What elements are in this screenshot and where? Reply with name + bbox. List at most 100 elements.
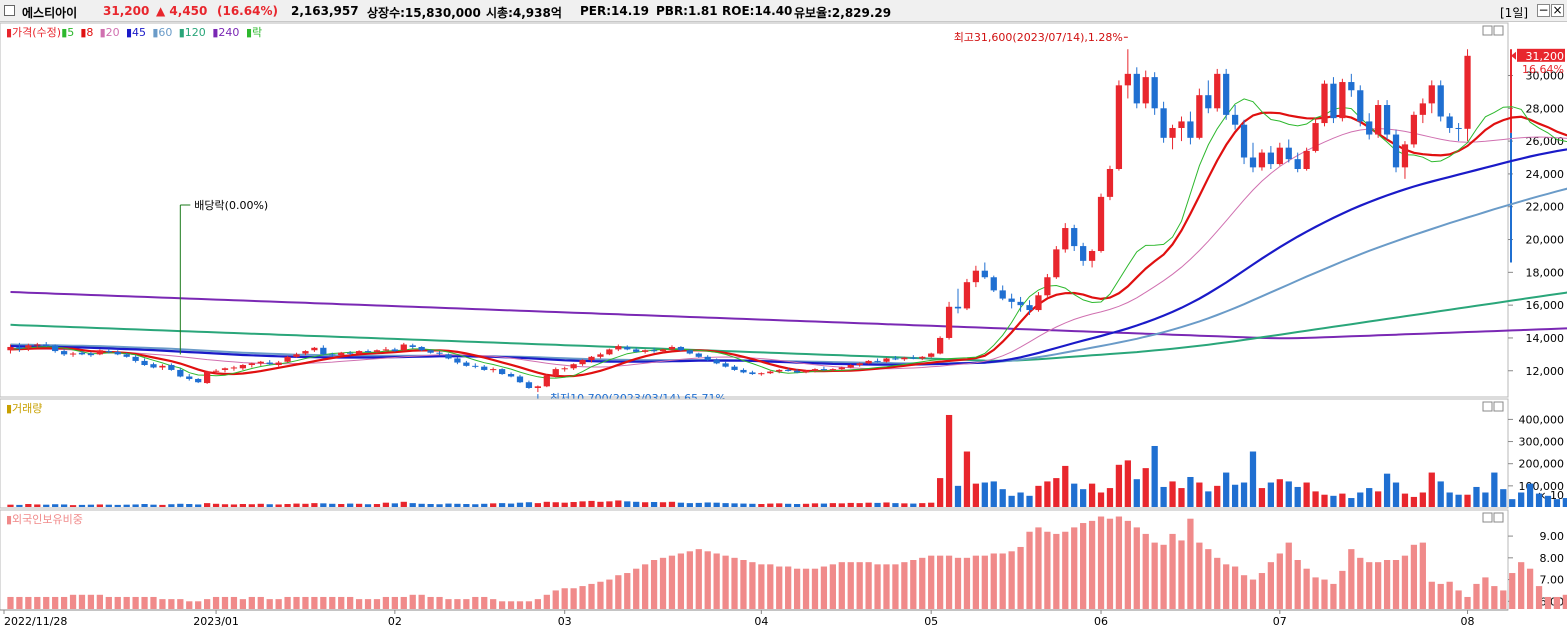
candle-body [901,357,908,360]
volume-bar [865,502,872,507]
foreign-bar [543,594,550,609]
volume-bar [364,504,372,507]
last-pct-tag: 16.64% [1522,63,1564,76]
candle-body [1276,147,1283,165]
current-price: 31,200 [103,4,150,18]
volume-bar [659,502,667,507]
volume-bar [329,503,336,507]
volume-bar [355,503,363,507]
volume-tick-label: 200,000 [1519,458,1565,471]
volume-bar [1115,464,1123,507]
select-checkbox[interactable] [4,5,15,16]
volume-bar [1491,472,1498,507]
candle-body [874,360,881,362]
candle-body [919,356,926,359]
volume-bar [767,503,774,507]
close-icon[interactable]: × [1551,3,1564,17]
candle-body [1205,95,1212,109]
foreign-bar [1303,568,1310,609]
candle-body [579,360,586,365]
foreign-bar [355,599,363,609]
candle-body [999,290,1006,299]
candle-body [1249,157,1257,168]
volume-bar [1321,494,1328,507]
candle-body [355,351,363,354]
candle-body [1026,305,1033,311]
x-tick-label: 02 [388,615,402,628]
foreign-bar [338,596,345,609]
candle-body [606,349,613,355]
candle-body [1339,82,1346,119]
foreign-bar [695,549,702,609]
volume-bar [758,504,765,507]
price-tick-label: 18,000 [1526,266,1565,279]
foreign-bar [1366,562,1373,609]
foreign-bar [1142,533,1149,609]
volume-bar [1312,491,1319,507]
candle-body [588,356,595,361]
candle-body [1115,85,1123,169]
volume-bar [400,501,407,507]
volume-bar [1106,488,1114,507]
volume-bar [203,503,211,507]
minimize-icon[interactable]: − [1537,3,1550,17]
candle-body [1133,73,1140,104]
volume-bar [1410,496,1418,507]
volume-bar [454,503,461,507]
volume-bar [686,503,693,507]
candle-body [400,344,407,351]
candle-body [168,365,175,370]
volume-bar [624,501,631,507]
volume-bar [1482,492,1489,507]
candle-body [1428,85,1435,104]
candle-body [1142,77,1149,104]
volume-bar [928,502,935,507]
volume-bar [722,503,729,507]
foreign-bar [1115,516,1123,609]
candle-body [320,347,327,355]
x-tick-label: 07 [1273,615,1287,628]
legend-marker: ▮ [179,26,185,39]
volume-bar [1008,495,1015,507]
volume-bar [534,503,542,507]
foreign-bar [1321,579,1328,609]
foreign-bar [177,599,184,609]
foreign-bar [1249,579,1257,609]
volume-bar [293,503,300,507]
foreign-bar [704,551,711,609]
foreign-bar [329,596,336,609]
candle-body [686,350,693,354]
foreign-bar [659,557,667,609]
legend-marker: ▮ [80,26,86,39]
candle-body [60,351,68,355]
period-selector[interactable]: [1일] [1500,6,1529,20]
volume-bar [633,501,640,507]
foreign-bar [1071,527,1078,609]
volume-bar [221,504,229,507]
candle-body [1357,90,1364,122]
foreign-bar [96,594,103,609]
candle-body [829,369,836,371]
candle-body [266,362,273,365]
foreign-bar [650,560,658,609]
candle-body [25,345,32,348]
candle-body [1240,124,1248,158]
foreign-bar [1339,570,1346,609]
volume-bar [186,504,193,507]
candle-body [1044,277,1051,296]
foreign-bar [507,601,515,609]
foreign-bar [1017,546,1024,609]
foreign-bar [1500,590,1507,609]
candle-body [1088,251,1096,261]
candle-body [490,369,497,371]
foreign-bar [141,596,148,609]
candle-body [1401,144,1409,168]
foreign-bar [1223,564,1230,609]
candle-body [883,358,890,362]
candle-body [1330,83,1337,119]
volume-bar [820,503,828,507]
foreign-bar [7,596,14,609]
foreign-bar [1491,586,1498,609]
legend-label: 8 [86,26,93,39]
